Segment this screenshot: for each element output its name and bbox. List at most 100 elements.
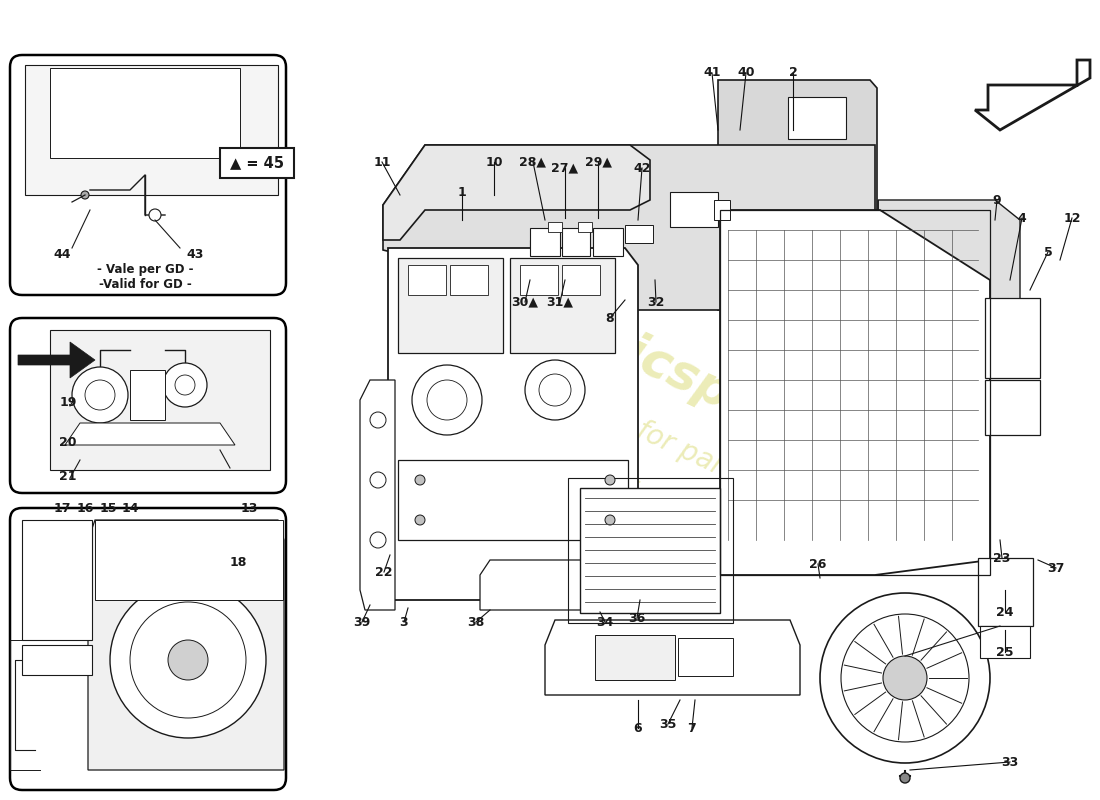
Circle shape <box>412 365 482 435</box>
Bar <box>568 478 733 623</box>
Bar <box>548 222 562 232</box>
Bar <box>625 225 653 243</box>
Polygon shape <box>65 423 235 445</box>
Text: 28▲: 28▲ <box>519 155 547 169</box>
Text: 1: 1 <box>458 186 466 198</box>
Circle shape <box>415 475 425 485</box>
Bar <box>450 265 488 295</box>
FancyBboxPatch shape <box>10 508 286 790</box>
Circle shape <box>72 367 128 423</box>
Bar <box>562 228 590 256</box>
Bar <box>520 265 558 295</box>
Text: 19: 19 <box>59 395 77 409</box>
Circle shape <box>81 191 89 199</box>
Polygon shape <box>25 65 278 195</box>
Circle shape <box>163 363 207 407</box>
Circle shape <box>148 209 161 221</box>
Bar <box>714 200 730 220</box>
Bar <box>580 488 720 613</box>
Circle shape <box>539 374 571 406</box>
Text: 30▲: 30▲ <box>512 295 539 309</box>
Text: 44: 44 <box>53 249 70 262</box>
Text: 13: 13 <box>240 502 257 514</box>
Text: 29▲: 29▲ <box>584 155 612 169</box>
Bar <box>50 68 240 158</box>
Text: 3: 3 <box>399 615 408 629</box>
Text: 2: 2 <box>789 66 797 79</box>
Text: 31▲: 31▲ <box>547 295 573 309</box>
Circle shape <box>370 412 386 428</box>
Circle shape <box>130 602 246 718</box>
Polygon shape <box>18 342 95 378</box>
Text: 16: 16 <box>76 502 94 514</box>
Text: 20: 20 <box>59 435 77 449</box>
Polygon shape <box>720 210 990 575</box>
Bar <box>562 265 600 295</box>
Bar <box>595 635 675 680</box>
Text: 34: 34 <box>596 615 614 629</box>
Text: 18: 18 <box>229 555 246 569</box>
Text: 21: 21 <box>59 470 77 482</box>
Bar <box>95 520 283 600</box>
Bar <box>398 258 503 353</box>
Text: 14: 14 <box>121 502 139 514</box>
Bar <box>670 192 718 227</box>
Text: classicspares: classicspares <box>491 269 849 471</box>
Text: 6: 6 <box>634 722 642 734</box>
Bar <box>984 298 1040 378</box>
Bar <box>408 265 446 295</box>
Text: 40: 40 <box>737 66 755 79</box>
Bar <box>788 97 846 139</box>
Text: 10: 10 <box>485 155 503 169</box>
FancyBboxPatch shape <box>10 318 286 493</box>
Text: 41: 41 <box>703 66 720 79</box>
Text: - Vale per GD -: - Vale per GD - <box>97 263 194 277</box>
Text: 9: 9 <box>992 194 1001 206</box>
Circle shape <box>605 515 615 525</box>
Circle shape <box>820 593 990 763</box>
Circle shape <box>175 375 195 395</box>
Text: 11: 11 <box>373 155 390 169</box>
Bar <box>22 520 92 640</box>
Bar <box>530 228 560 256</box>
Text: 23: 23 <box>993 551 1011 565</box>
Bar <box>578 222 592 232</box>
Text: 35: 35 <box>659 718 676 730</box>
Text: 5: 5 <box>1044 246 1053 258</box>
Circle shape <box>370 472 386 488</box>
Text: 37: 37 <box>1047 562 1065 574</box>
Text: 43: 43 <box>186 249 204 262</box>
Text: 33: 33 <box>1001 755 1019 769</box>
Text: 26: 26 <box>810 558 827 570</box>
Text: 12: 12 <box>1064 211 1080 225</box>
Bar <box>593 228 623 256</box>
Circle shape <box>900 773 910 783</box>
Text: 42: 42 <box>634 162 651 174</box>
Text: passion for parts: passion for parts <box>528 368 751 492</box>
Bar <box>22 645 92 675</box>
Text: 32: 32 <box>647 295 664 309</box>
Circle shape <box>842 614 969 742</box>
Text: 4: 4 <box>1018 211 1026 225</box>
Circle shape <box>85 380 116 410</box>
Text: 15: 15 <box>99 502 117 514</box>
Text: 2065: 2065 <box>576 456 643 504</box>
Circle shape <box>370 532 386 548</box>
Circle shape <box>415 515 425 525</box>
Bar <box>980 626 1030 658</box>
Circle shape <box>168 640 208 680</box>
Text: 22: 22 <box>375 566 393 578</box>
Circle shape <box>525 360 585 420</box>
Text: ▲ = 45: ▲ = 45 <box>230 155 284 170</box>
Text: 38: 38 <box>468 615 485 629</box>
Text: 27▲: 27▲ <box>551 162 579 174</box>
Bar <box>678 638 733 676</box>
Text: -Valid for GD -: -Valid for GD - <box>99 278 191 290</box>
Polygon shape <box>388 248 638 600</box>
Circle shape <box>110 582 266 738</box>
Text: 17: 17 <box>53 502 70 514</box>
Polygon shape <box>878 200 1020 310</box>
Circle shape <box>605 475 615 485</box>
Bar <box>398 460 628 540</box>
FancyBboxPatch shape <box>10 55 286 295</box>
